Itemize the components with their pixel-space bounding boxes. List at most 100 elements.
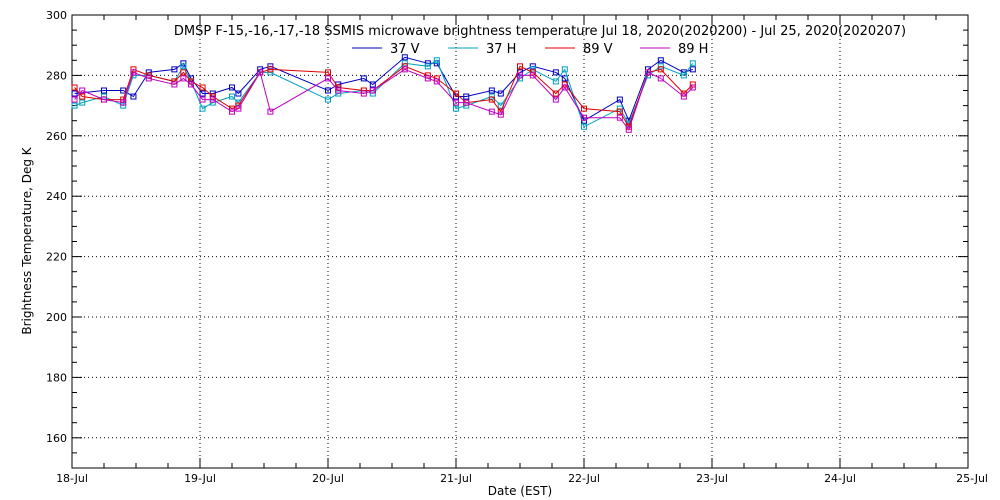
data-point: [488, 93, 495, 100]
y-tick-label: 300: [46, 9, 67, 22]
data-point: [325, 69, 331, 76]
y-tick-label: 200: [46, 311, 67, 324]
data-point: [529, 69, 536, 76]
data-point: [199, 84, 206, 91]
y-tick-label: 280: [46, 69, 67, 82]
data-point: [581, 114, 587, 121]
data-point: [130, 93, 137, 100]
data-point: [657, 57, 664, 64]
data-point: [453, 105, 459, 112]
data-point: [145, 75, 152, 82]
data-point: [488, 87, 495, 94]
data-point: [552, 90, 559, 97]
data-point: [79, 87, 86, 94]
data-point: [552, 96, 559, 103]
data-point: [645, 69, 651, 76]
data-point: [188, 81, 195, 88]
data-point: [369, 81, 376, 88]
data-point: [120, 87, 127, 94]
data-point: [130, 69, 137, 76]
data-point: [616, 108, 623, 115]
data-point: [171, 81, 178, 88]
grid-lines: [72, 15, 968, 468]
data-point: [71, 84, 78, 91]
data-point: [325, 87, 331, 94]
data-point: [369, 87, 376, 94]
data-point: [71, 96, 78, 103]
x-axis-title: Date (EST): [488, 484, 552, 498]
data-point: [71, 90, 78, 97]
data-point: [680, 93, 687, 100]
y-tick-label: 220: [46, 251, 67, 264]
x-tick-label: 21-Jul: [440, 472, 472, 485]
axis-ticks: 160 180 200 220 240 260 280 300 18-Jul 19-Jul 20-J…: [46, 9, 988, 485]
data-point: [229, 108, 235, 115]
x-tick-label: 23-Jul: [696, 472, 728, 485]
data-point: [488, 96, 495, 103]
x-tick-label: 25-Jul: [956, 472, 988, 485]
y-axis-title: Brightness Temperature, Deg K: [20, 146, 34, 334]
data-point: [689, 84, 696, 91]
data-point: [657, 63, 664, 70]
data-point: [561, 66, 568, 73]
series-37-v: [71, 54, 696, 124]
series-line-37-v: [74, 56, 693, 123]
data-point: [552, 78, 559, 85]
data-point: [71, 102, 78, 109]
x-tick-label: 20-Jul: [312, 472, 344, 485]
series-line-89-h: [74, 68, 694, 131]
legend-label-89-h: 89 H: [678, 42, 708, 57]
data-point: [199, 90, 206, 97]
legend-label-37-v: 37 V: [390, 42, 420, 57]
series-37-h: [71, 57, 696, 130]
legend: 37 V 37 H 89 V 89 H: [352, 42, 708, 57]
y-tick-label: 180: [46, 371, 67, 384]
data-point: [689, 81, 696, 88]
data-point: [267, 108, 274, 115]
data-point: [424, 63, 431, 70]
data-point: [680, 72, 687, 79]
data-point: [335, 90, 342, 97]
plot-frame: [71, 14, 969, 469]
data-point: [581, 123, 587, 130]
data-point: [581, 105, 587, 112]
data-point: [529, 72, 536, 79]
data-point: [229, 84, 235, 91]
data-point: [657, 75, 664, 82]
data-point: [689, 60, 696, 67]
data-point: [199, 96, 206, 103]
data-point: [433, 57, 440, 64]
data-point: [463, 93, 470, 100]
data-point: [229, 93, 235, 100]
data-point: [235, 90, 242, 97]
data-point: [360, 75, 367, 82]
data-point: [79, 99, 86, 106]
data-point: [625, 126, 632, 133]
y-tick-label: 240: [46, 190, 67, 203]
data-point: [209, 96, 216, 103]
x-tick-label: 18-Jul: [56, 472, 88, 485]
data-point: [401, 54, 408, 61]
data-point: [497, 90, 504, 97]
data-point: [401, 63, 408, 70]
data-point: [325, 96, 331, 103]
data-point: [463, 99, 470, 106]
data-point: [360, 90, 367, 97]
data-point: [517, 72, 523, 79]
series-89-h: [71, 66, 696, 133]
data-point: [616, 96, 623, 103]
x-tick-label: 19-Jul: [184, 472, 216, 485]
x-tick-label: 24-Jul: [824, 472, 856, 485]
data-point: [335, 87, 342, 94]
data-point: [101, 93, 107, 100]
legend-label-89-v: 89 V: [583, 42, 613, 57]
y-tick-label: 160: [46, 432, 67, 445]
data-point: [453, 90, 459, 97]
data-point: [79, 93, 86, 100]
data-point: [433, 78, 440, 85]
data-point: [171, 66, 178, 73]
data-point: [552, 69, 559, 76]
data-point: [267, 66, 274, 73]
data-point: [616, 114, 623, 121]
